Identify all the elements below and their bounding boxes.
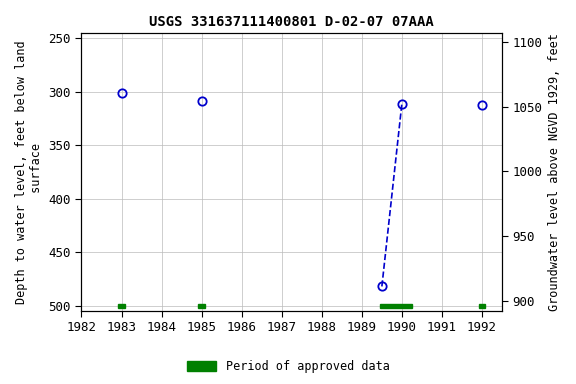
Bar (479, 304, 485, 308)
Bar (198, 304, 205, 308)
Bar (118, 304, 125, 308)
Bar (380, 304, 412, 308)
Y-axis label: Depth to water level, feet below land
 surface: Depth to water level, feet below land su… (15, 40, 43, 304)
Legend: Period of approved data: Period of approved data (182, 356, 394, 378)
Y-axis label: Groundwater level above NGVD 1929, feet: Groundwater level above NGVD 1929, feet (548, 33, 561, 311)
Title: USGS 331637111400801 D-02-07 07AAA: USGS 331637111400801 D-02-07 07AAA (149, 15, 434, 29)
